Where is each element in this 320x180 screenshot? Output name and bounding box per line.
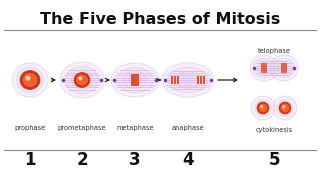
Ellipse shape	[281, 65, 287, 71]
Ellipse shape	[76, 75, 87, 84]
Ellipse shape	[74, 73, 90, 87]
Text: telophase: telophase	[258, 48, 291, 54]
Ellipse shape	[260, 65, 268, 71]
Ellipse shape	[259, 104, 267, 112]
Ellipse shape	[60, 62, 104, 98]
Ellipse shape	[283, 106, 284, 107]
Text: 4: 4	[182, 151, 194, 169]
Text: metaphase: metaphase	[116, 125, 154, 131]
Ellipse shape	[277, 100, 293, 116]
Ellipse shape	[20, 71, 40, 89]
Text: 1: 1	[24, 151, 36, 169]
Bar	[135, 74, 137, 86]
Ellipse shape	[12, 63, 48, 97]
Ellipse shape	[26, 76, 35, 84]
Text: cytokinesis: cytokinesis	[255, 127, 292, 133]
Ellipse shape	[175, 71, 201, 89]
Ellipse shape	[274, 58, 294, 78]
Ellipse shape	[181, 76, 195, 84]
Ellipse shape	[257, 62, 271, 75]
Text: anaphase: anaphase	[172, 125, 204, 131]
Ellipse shape	[162, 63, 214, 97]
Ellipse shape	[282, 105, 285, 108]
Ellipse shape	[270, 55, 298, 81]
Bar	[171, 76, 173, 84]
Text: prometaphase: prometaphase	[58, 125, 106, 131]
Ellipse shape	[66, 66, 99, 93]
Ellipse shape	[281, 104, 289, 112]
Bar	[265, 63, 267, 73]
Bar	[283, 63, 285, 73]
Bar	[131, 74, 133, 86]
Ellipse shape	[260, 105, 263, 108]
Ellipse shape	[117, 67, 153, 93]
Ellipse shape	[261, 106, 262, 107]
Bar	[263, 63, 265, 73]
Ellipse shape	[250, 55, 278, 81]
Ellipse shape	[17, 67, 44, 93]
Ellipse shape	[273, 96, 297, 120]
Ellipse shape	[111, 63, 159, 97]
Bar	[133, 74, 135, 86]
Ellipse shape	[21, 71, 39, 89]
Ellipse shape	[277, 62, 291, 75]
Ellipse shape	[257, 102, 269, 114]
Text: The Five Phases of Mitosis: The Five Phases of Mitosis	[40, 12, 280, 27]
Ellipse shape	[26, 76, 28, 78]
Ellipse shape	[25, 75, 31, 81]
Bar	[203, 76, 205, 84]
Bar	[174, 76, 176, 84]
Bar	[177, 76, 179, 84]
Bar	[285, 63, 287, 73]
Text: 5: 5	[268, 151, 280, 169]
Ellipse shape	[279, 102, 291, 114]
Ellipse shape	[22, 73, 37, 87]
Ellipse shape	[255, 100, 271, 116]
Text: 2: 2	[76, 151, 88, 169]
Ellipse shape	[281, 103, 290, 112]
Text: prophase: prophase	[14, 125, 46, 131]
Text: 3: 3	[129, 151, 141, 169]
Bar	[281, 63, 283, 73]
Ellipse shape	[79, 77, 81, 79]
Ellipse shape	[259, 103, 268, 112]
Bar	[137, 74, 139, 86]
Bar	[197, 76, 199, 84]
Bar	[200, 76, 202, 84]
Ellipse shape	[253, 58, 275, 78]
Ellipse shape	[78, 76, 83, 81]
Ellipse shape	[169, 67, 207, 93]
Ellipse shape	[76, 74, 88, 86]
Ellipse shape	[251, 96, 275, 120]
Ellipse shape	[71, 71, 93, 89]
Bar	[261, 63, 263, 73]
Ellipse shape	[123, 71, 147, 89]
Ellipse shape	[129, 76, 141, 84]
